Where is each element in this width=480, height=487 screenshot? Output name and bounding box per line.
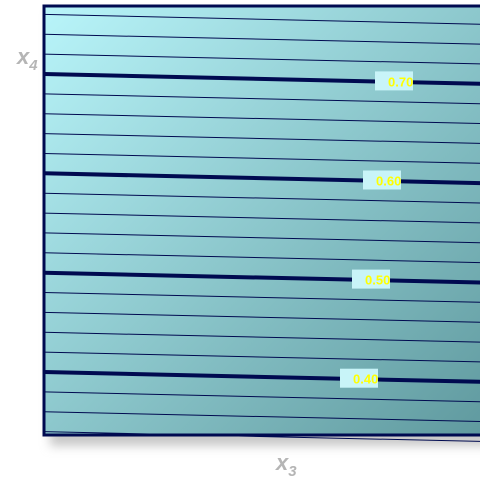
minor-contour-line [43,232,480,244]
minor-contour-line [43,13,480,25]
contour-label-box [363,170,401,190]
contour-labels: 0.70 0.60 0.50 0.40 [340,71,413,388]
minor-contour-line [43,411,480,422]
major-contour-line-0-60 [43,171,480,186]
major-contour-line-0-70 [43,72,480,86]
major-contour-line-0-50 [43,270,480,285]
minor-contour-line [43,93,480,105]
minor-contour-line [43,351,480,363]
minor-contour-line [43,53,480,65]
contour-label-0-40: 0.40 [353,372,378,387]
minor-contour-line [43,311,480,323]
y-axis-label: x4 [16,44,38,74]
contour-label-box [340,368,378,388]
contour-label-box [352,269,390,289]
contour-label-0-70: 0.70 [388,74,413,89]
minor-contour-line [43,33,480,45]
minor-contour-line [43,331,480,343]
major-contour-line-0-40 [43,370,480,384]
minor-contour-lines [43,13,480,442]
contour-label-0-50: 0.50 [365,273,390,288]
contour-label-box [375,71,413,91]
x-axis-label: x3 [275,450,297,480]
contour-label-0-60: 0.60 [376,174,401,189]
minor-contour-line [43,292,480,303]
minor-contour-line [43,192,480,204]
minor-contour-line [43,133,480,144]
minor-contour-line [43,113,480,124]
minor-contour-line [43,431,480,442]
minor-contour-line [43,212,480,224]
minor-contour-line [43,391,480,403]
major-contour-lines [43,72,480,384]
minor-contour-line [43,153,480,164]
plot-area [44,6,480,435]
plot-frame [42,4,480,437]
minor-contour-line [43,252,480,264]
